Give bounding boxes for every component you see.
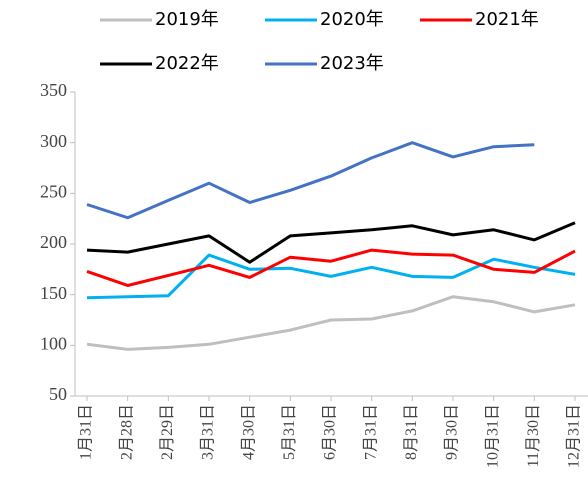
legend-label: 2023年 xyxy=(320,53,384,74)
series-line xyxy=(86,221,576,264)
x-tick-label: 3月31日 xyxy=(200,404,217,460)
x-tick-label: 1月31日 xyxy=(78,404,95,460)
y-tick-label: 200 xyxy=(40,232,67,252)
x-tick-label: 2月28日 xyxy=(118,404,135,460)
legend-label: 2021年 xyxy=(475,9,539,30)
legend-label: 2022年 xyxy=(155,53,219,74)
x-tick-label: 2月29日 xyxy=(159,404,176,460)
x-tick-label: 9月30日 xyxy=(444,404,461,460)
series-line xyxy=(86,248,576,287)
y-tick-label: 300 xyxy=(40,131,67,151)
y-tick-label: 250 xyxy=(40,181,67,201)
x-tick-label: 10月31日 xyxy=(484,404,501,468)
x-tick-label: 6月30日 xyxy=(322,404,339,460)
y-tick-label: 350 xyxy=(40,80,67,100)
y-tick-label: 150 xyxy=(40,283,67,303)
x-tick-label: 8月31日 xyxy=(403,404,420,460)
x-tick-label: 11月30日 xyxy=(525,404,542,467)
legend-label: 2019年 xyxy=(155,9,219,30)
series-line xyxy=(86,141,535,220)
x-tick-label: 5月31日 xyxy=(281,404,298,460)
x-tick-label: 7月31日 xyxy=(362,404,379,460)
x-tick-label: 12月31日 xyxy=(566,404,583,468)
x-tick-label: 4月30日 xyxy=(240,404,257,460)
legend-label: 2020年 xyxy=(320,9,384,30)
series-line xyxy=(86,253,576,300)
y-tick-label: 50 xyxy=(49,384,67,404)
series-line xyxy=(86,295,576,351)
y-tick-label: 100 xyxy=(40,333,67,353)
